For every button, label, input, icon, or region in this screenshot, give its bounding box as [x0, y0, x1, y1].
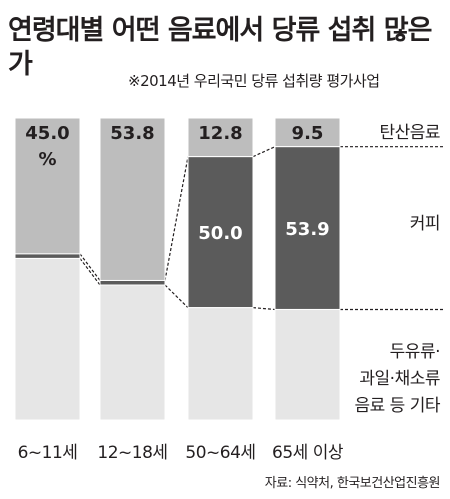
legend-label: 과일·채소류 — [359, 369, 440, 389]
series-boundary-connector — [164, 156, 189, 281]
data-label: 53.8 — [110, 123, 154, 144]
bar-segment — [274, 308, 341, 421]
data-label: 12.8 — [198, 123, 242, 144]
bar-segment — [274, 146, 341, 310]
bar-segment — [274, 117, 341, 148]
legend-label: 커피 — [410, 214, 440, 234]
legend-label: 음료 등 기타 — [354, 396, 440, 416]
series-boundary-connector — [164, 284, 189, 309]
category-label: 50~64세 — [185, 443, 255, 463]
legend-label: 두유류· — [390, 342, 440, 362]
series-boundary-connector — [79, 253, 101, 281]
category-label: 12~18세 — [97, 443, 167, 463]
category-label: 6~11세 — [18, 443, 78, 463]
bar-segment — [14, 257, 81, 421]
data-label: 50.0 — [198, 223, 242, 244]
category-label: 65세 이상 — [272, 443, 344, 463]
legend-label: 탄산음료 — [379, 123, 440, 143]
series-boundary-connector — [252, 307, 276, 311]
chart-title: 연령대별 어떤 음료에서 당류 섭취 많은가 — [8, 15, 432, 80]
bar-segment — [14, 253, 81, 259]
data-label: % — [38, 149, 56, 170]
source-note: 자료: 식약처, 한국보건산업진흥원 — [264, 476, 441, 491]
series-boundary-connector — [252, 146, 276, 158]
bar-segment — [99, 117, 166, 281]
data-label: 9.5 — [292, 123, 324, 144]
series-boundary-connector — [79, 258, 101, 286]
data-label: 45.0 — [25, 123, 69, 144]
bar-segment — [187, 117, 254, 158]
bar-segment — [187, 156, 254, 309]
bar-segment — [99, 279, 166, 286]
bar-segment — [99, 284, 166, 421]
data-label: 53.9 — [285, 219, 329, 240]
bar-segment — [187, 307, 254, 421]
chart-subtitle: ※2014년 우리국민 당류 섭취량 평가사업 — [128, 72, 380, 90]
